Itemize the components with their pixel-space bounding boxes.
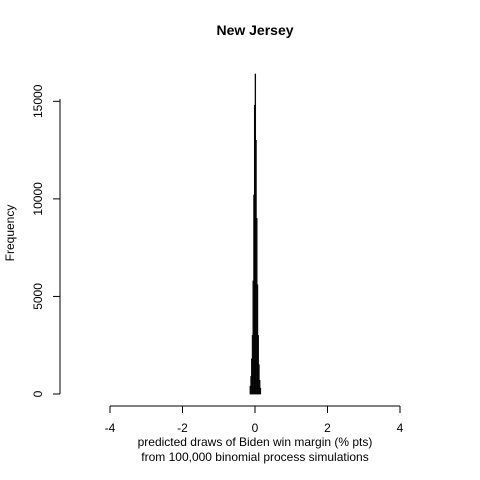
x-axis-label: predicted draws of Biden win margin (% p… [138, 435, 373, 449]
y-axis-label: Frequency [3, 205, 17, 262]
y-tick-label: 5000 [31, 283, 45, 310]
x-tick-label: -2 [177, 421, 188, 435]
y-tick-label: 15000 [31, 84, 45, 118]
y-tick-label: 10000 [31, 182, 45, 216]
histogram-bars [249, 73, 262, 395]
x-axis-label-line2: from 100,000 binomial process simulation… [141, 450, 368, 464]
histogram-bar [259, 380, 261, 395]
x-tick-label: 4 [397, 421, 404, 435]
histogram-bar [258, 364, 260, 395]
chart-title: New Jersey [216, 22, 293, 38]
x-tick-label: -4 [105, 421, 116, 435]
histogram-bar [259, 387, 262, 395]
y-tick-label: 0 [31, 390, 45, 397]
y-axis-ticks: 0 5000 10000 15000 [31, 84, 60, 397]
x-axis-ticks: -4 -2 0 2 4 [105, 406, 404, 435]
x-tick-label: 0 [252, 421, 259, 435]
x-tick-label: 2 [324, 421, 331, 435]
